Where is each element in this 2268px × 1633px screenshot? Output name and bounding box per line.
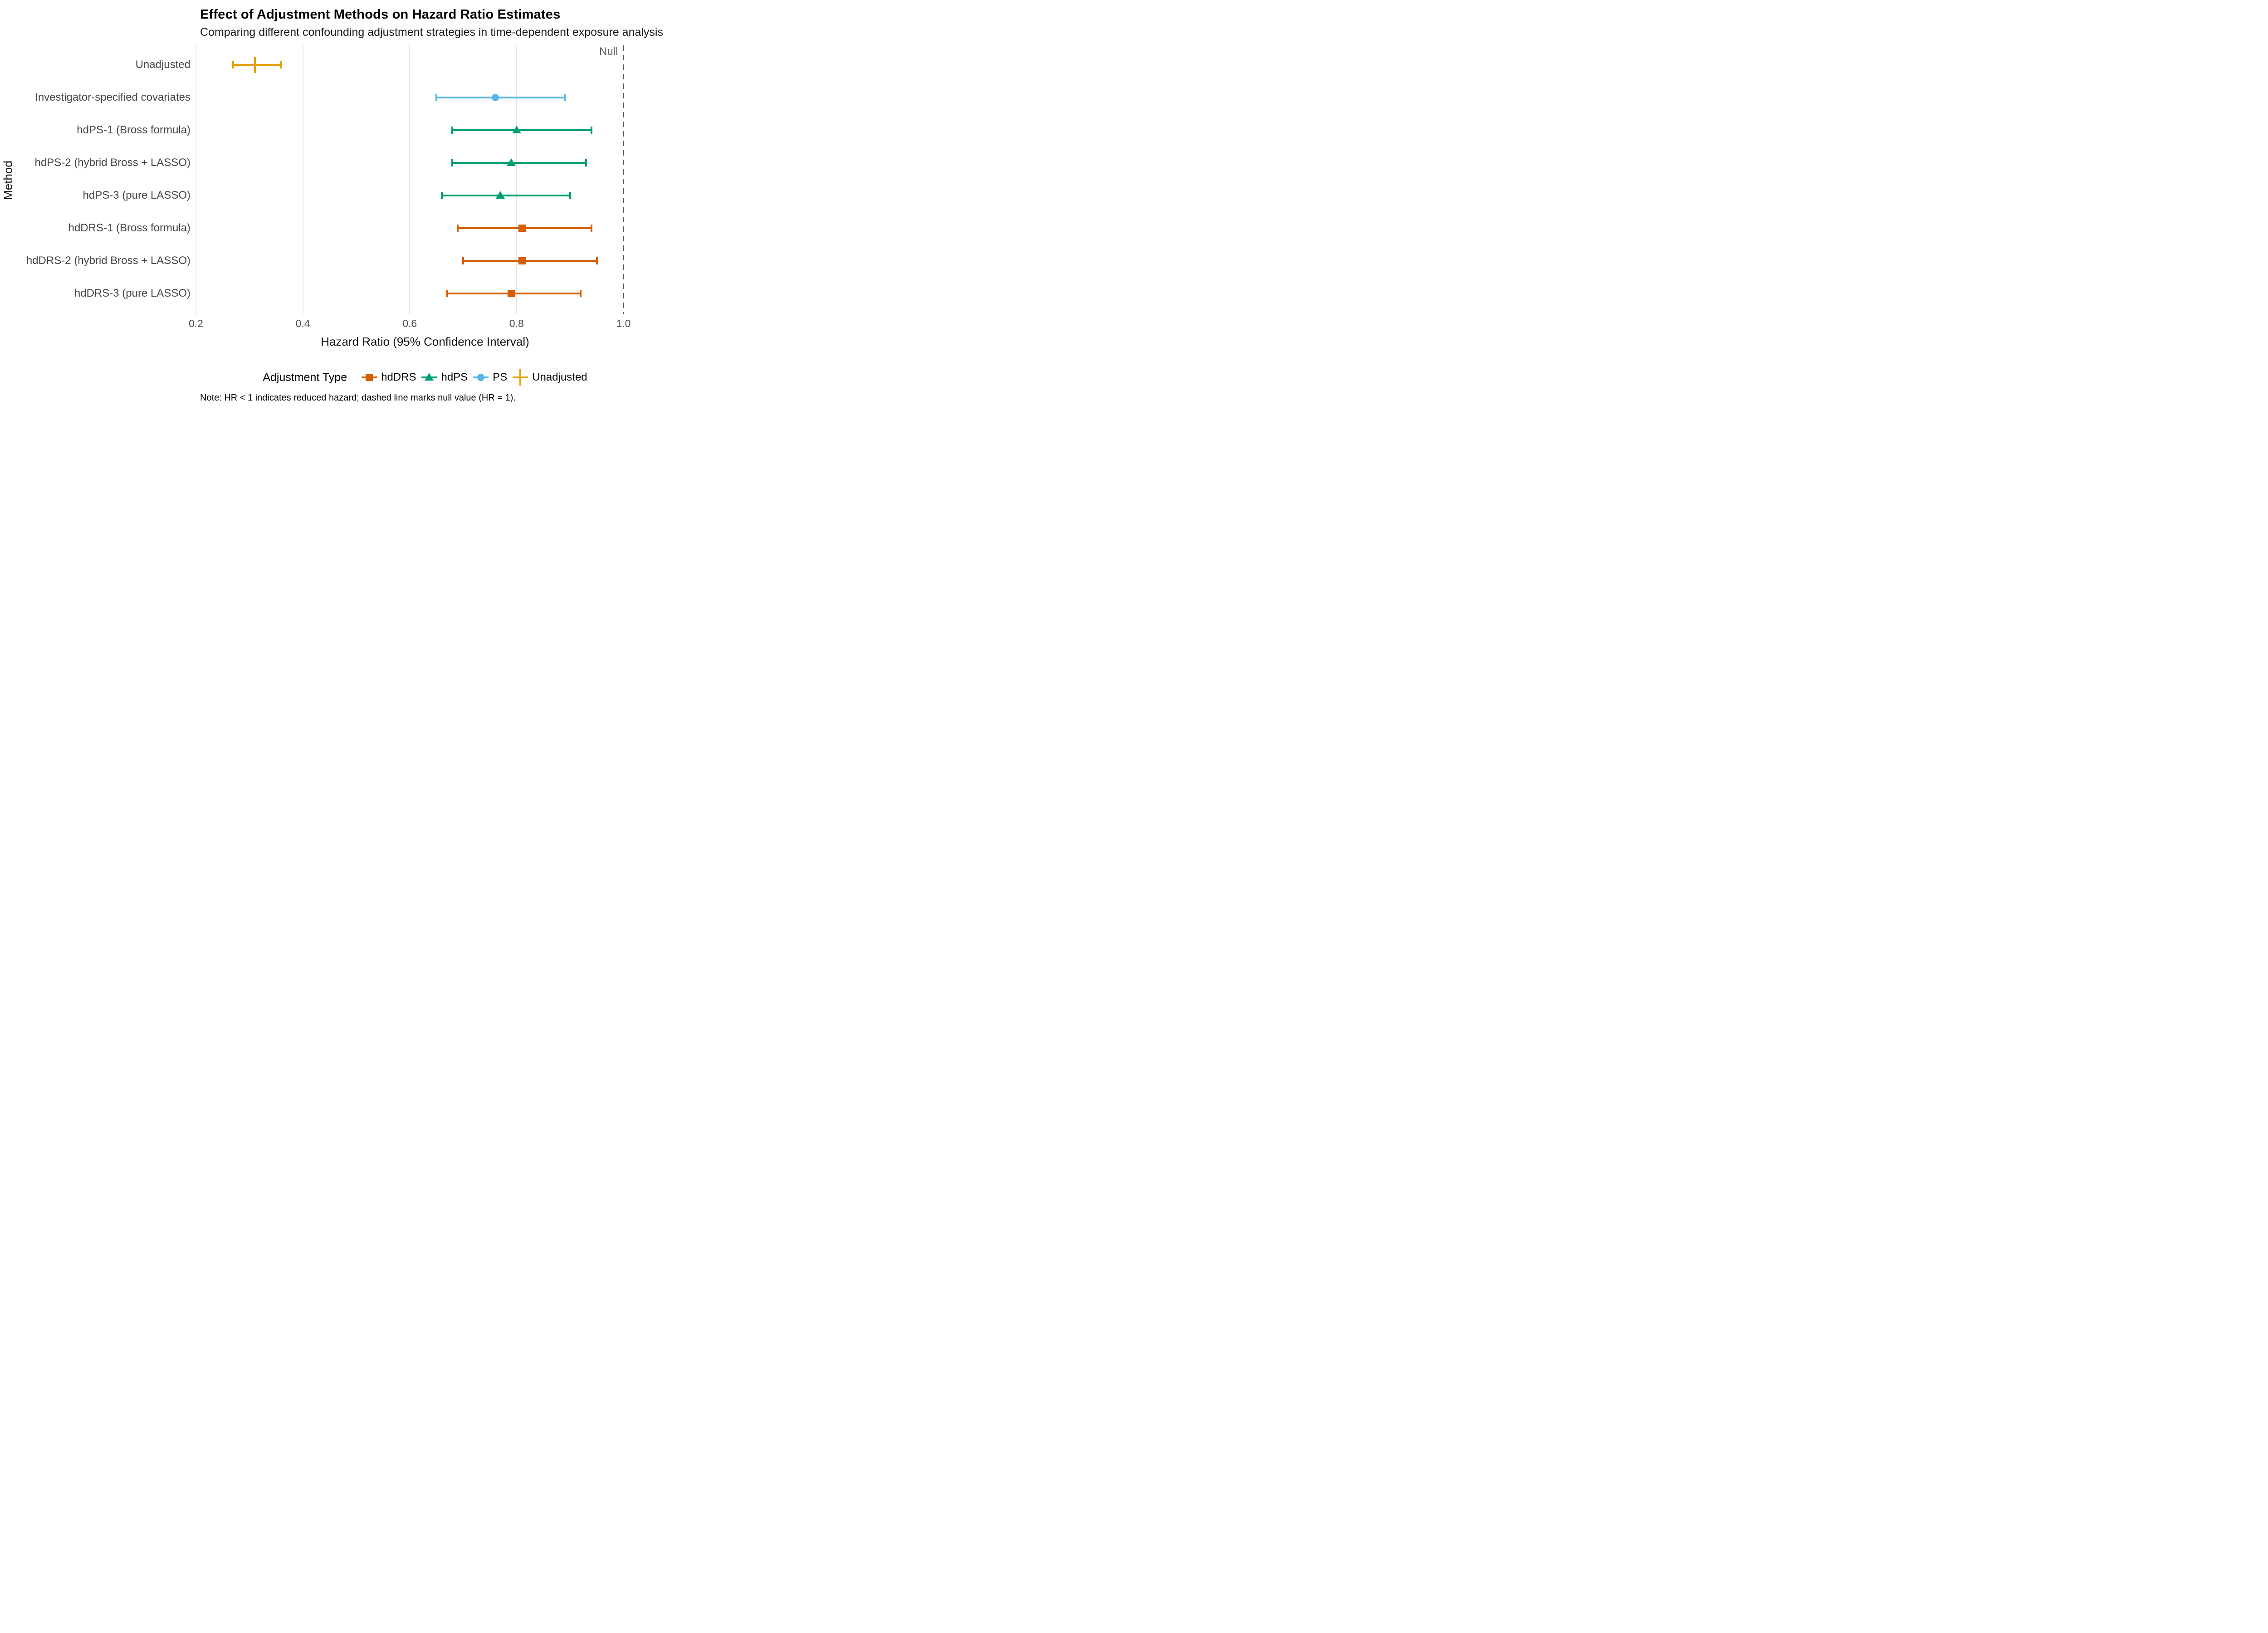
- legend-label: hdPS: [441, 371, 468, 383]
- point-marker-square: [518, 225, 526, 232]
- x-axis-tick-label: 0.4: [295, 318, 310, 329]
- x-axis-tick-label: 0.6: [402, 318, 417, 329]
- legend-label: PS: [493, 371, 508, 383]
- ci-errorbar-cap: [580, 290, 582, 297]
- legend-key-triangle-icon: [421, 368, 437, 386]
- point-marker-triangle: [512, 126, 521, 133]
- ci-errorbar-cap: [563, 94, 566, 101]
- chart-subtitle: Comparing different confounding adjustme…: [200, 26, 663, 39]
- ci-errorbar: [233, 64, 282, 66]
- y-axis-label: hdDRS-2 (hybrid Bross + LASSO): [26, 254, 191, 267]
- legend-item: Unadjusted: [513, 368, 587, 386]
- ci-errorbar-cap: [446, 290, 448, 297]
- ci-errorbar: [452, 162, 586, 164]
- ci-errorbar: [436, 97, 565, 98]
- ci-errorbar-cap: [569, 192, 571, 199]
- forest-plot-figure: Effect of Adjustment Methods on Hazard R…: [0, 0, 680, 408]
- ci-errorbar-cap: [440, 192, 443, 199]
- ci-errorbar: [441, 195, 570, 196]
- legend-marker-vline: [519, 369, 522, 386]
- legend-label: hdDRS: [381, 371, 416, 383]
- ci-errorbar-cap: [232, 61, 235, 68]
- x-axis-tick-label: 1.0: [616, 318, 631, 329]
- null-line-label: Null: [599, 45, 618, 58]
- y-axis-label: hdDRS-1 (Bross formula): [68, 222, 191, 234]
- ci-errorbar: [452, 129, 591, 131]
- point-marker-circle: [491, 94, 499, 101]
- legend-marker-circle: [477, 374, 485, 381]
- point-marker-square: [508, 290, 515, 297]
- chart-title: Effect of Adjustment Methods on Hazard R…: [200, 7, 561, 22]
- ci-errorbar-cap: [590, 225, 592, 232]
- y-axis-label: Investigator-specified covariates: [35, 91, 191, 103]
- legend-item: PS: [473, 368, 507, 386]
- point-marker-triangle: [496, 191, 505, 199]
- ci-errorbar-cap: [280, 61, 283, 68]
- point-marker-triangle: [507, 158, 516, 166]
- null-reference-line: [622, 45, 624, 314]
- major-gridline: [409, 45, 411, 314]
- ci-errorbar-cap: [585, 159, 587, 166]
- ci-errorbar-cap: [435, 94, 438, 101]
- ci-errorbar-cap: [590, 127, 592, 134]
- legend-marker-square: [366, 374, 373, 381]
- ci-errorbar-cap: [457, 225, 459, 232]
- ci-errorbar-cap: [451, 127, 454, 134]
- y-axis-title: Method: [1, 161, 15, 200]
- y-axis-label: hdPS-3 (pure LASSO): [83, 189, 191, 201]
- legend-key-vline-icon: [513, 368, 528, 386]
- y-axis-label: Unadjusted: [135, 59, 191, 71]
- x-axis-title: Hazard Ratio (95% Confidence Interval): [321, 335, 529, 348]
- y-axis-label: hdPS-2 (hybrid Bross + LASSO): [34, 156, 191, 169]
- legend-marker-triangle: [425, 373, 434, 381]
- legend-key-circle-icon: [473, 368, 489, 386]
- legend-items: hdDRS hdPS PS Unadjusted: [356, 368, 587, 386]
- point-marker-square: [518, 257, 526, 264]
- footnote: Note: HR < 1 indicates reduced hazard; d…: [200, 393, 516, 403]
- x-axis-tick-label: 0.8: [509, 318, 524, 329]
- major-gridline: [516, 45, 517, 314]
- legend-item: hdDRS: [362, 368, 416, 386]
- y-axis-label: hdPS-1 (Bross formula): [77, 124, 191, 136]
- legend-key-square-icon: [362, 368, 377, 386]
- ci-errorbar-cap: [451, 159, 454, 166]
- point-marker-vline: [254, 57, 256, 73]
- x-axis-tick-label: 0.2: [189, 318, 203, 329]
- ci-errorbar-cap: [596, 257, 598, 264]
- legend-label: Unadjusted: [532, 371, 587, 383]
- legend: Adjustment Type hdDRS hdPS PS Unadjusted: [198, 367, 652, 388]
- ci-errorbar-cap: [462, 257, 464, 264]
- y-axis-label: hdDRS-3 (pure LASSO): [74, 287, 191, 299]
- legend-item: hdPS: [421, 368, 468, 386]
- ci-errorbar: [463, 260, 597, 262]
- legend-title: Adjustment Type: [263, 371, 347, 384]
